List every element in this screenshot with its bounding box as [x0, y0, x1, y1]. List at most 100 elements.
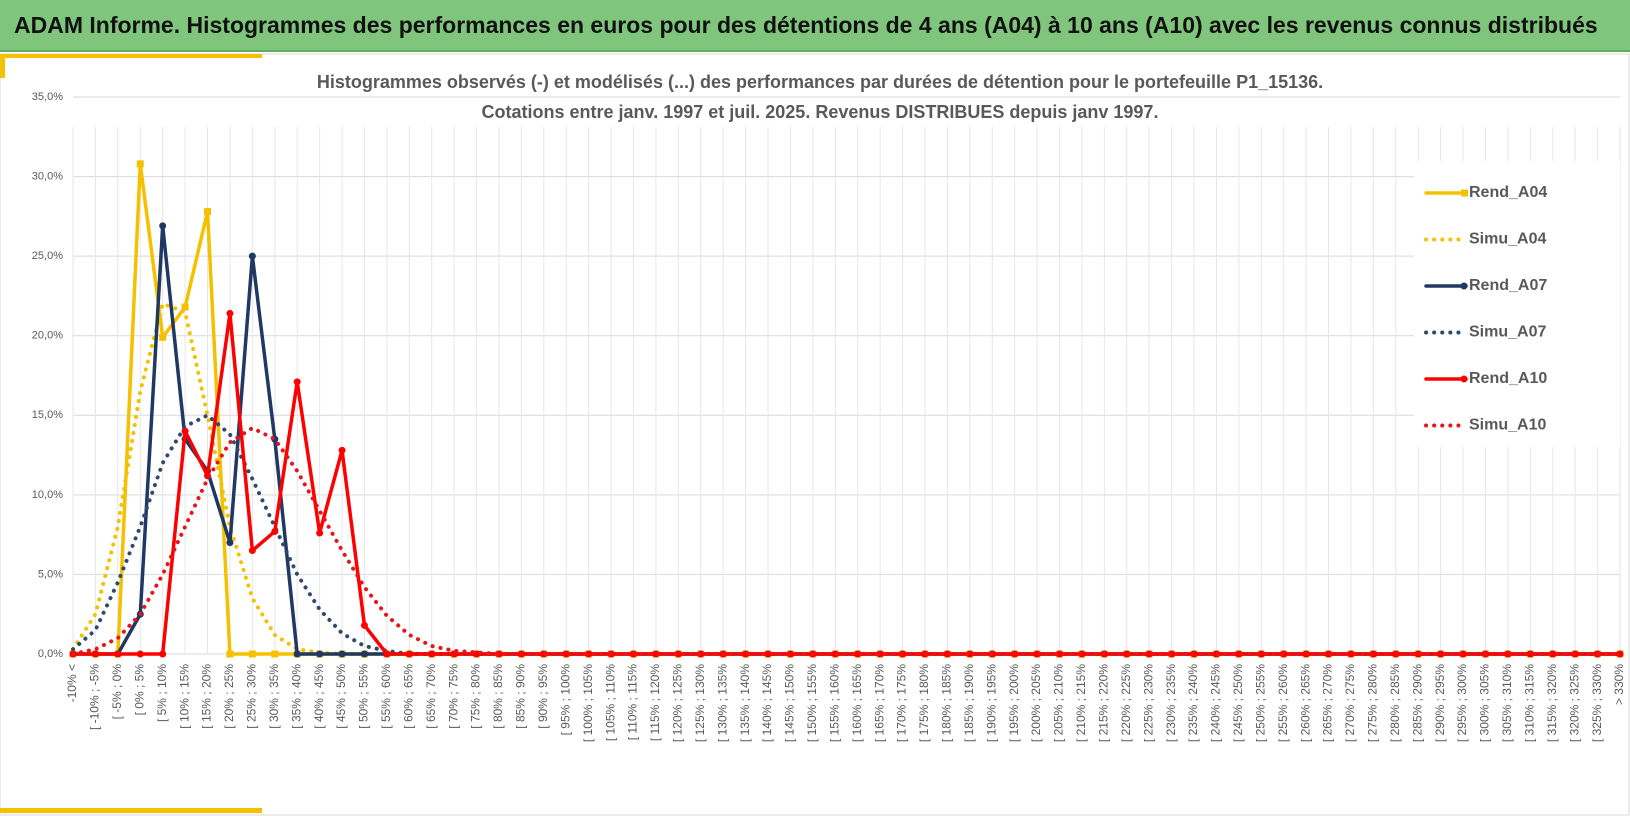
x-tick-label: [ 305% ; 310% — [1500, 664, 1514, 742]
marker — [966, 650, 974, 658]
x-tick-label: [ 315% ; 320% — [1545, 664, 1559, 742]
chart-title: Histogrammes observés (-) et modélisés (… — [317, 72, 1323, 92]
x-tick-label: [ 100% ; 105% — [581, 664, 595, 742]
marker — [159, 650, 167, 658]
marker — [181, 303, 189, 311]
x-tick-label: [ 75% ; 80% — [469, 664, 483, 729]
y-tick-label: 30,0% — [32, 170, 63, 182]
x-tick-label: [ 35% ; 40% — [289, 664, 303, 729]
x-tick-label: [ 55% ; 60% — [379, 664, 393, 729]
x-tick-label: [ 110% ; 115% — [626, 664, 640, 741]
marker — [764, 650, 772, 658]
x-tick-label: [ 240% ; 245% — [1209, 664, 1223, 742]
marker — [473, 650, 481, 658]
x-tick-label: [ 245% ; 250% — [1231, 664, 1245, 742]
x-tick-label: [ 15% ; 20% — [200, 664, 214, 729]
marker — [1526, 650, 1534, 658]
x-tick-label: [ 200% ; 205% — [1029, 664, 1043, 742]
marker — [204, 208, 212, 216]
corner-accent — [0, 808, 262, 813]
x-tick-label: [ 185% ; 190% — [962, 664, 976, 742]
x-tick-label: [ 90% ; 95% — [536, 664, 550, 729]
series-line — [71, 426, 1622, 656]
corner-accent — [0, 54, 5, 78]
x-tick-label: [ 45% ; 50% — [334, 664, 348, 729]
x-tick-label: [ 125% ; 130% — [693, 664, 707, 742]
marker — [1145, 650, 1153, 658]
legend-label: Rend_A04 — [1469, 184, 1547, 201]
x-tick-label: > 330% — [1612, 664, 1626, 705]
marker — [360, 650, 368, 658]
header-title: ADAM Informe. Histogrammes des performan… — [14, 12, 1598, 38]
legend-label: Rend_A07 — [1469, 277, 1547, 294]
marker — [226, 309, 234, 317]
x-tick-label: [ 300% ; 305% — [1478, 664, 1492, 742]
x-tick-label: [ 10% ; 15% — [177, 664, 191, 729]
x-tick-label: [ 230% ; 235% — [1164, 664, 1178, 742]
marker — [159, 333, 167, 341]
x-tick-label: [ 155% ; 160% — [827, 664, 841, 742]
marker — [1347, 650, 1355, 658]
legend-label: Rend_A10 — [1469, 370, 1547, 387]
x-tick-label: [ 145% ; 150% — [783, 664, 797, 742]
legend-label: Simu_A07 — [1469, 324, 1546, 341]
marker — [293, 378, 301, 386]
x-tick-label: [ 180% ; 185% — [940, 664, 954, 742]
x-tick-label: [ 50% ; 55% — [357, 664, 371, 729]
marker — [943, 650, 951, 658]
x-tick-label: [ 140% ; 145% — [760, 664, 774, 742]
y-tick-label: 25,0% — [32, 250, 63, 262]
x-tick-label: [ -5% ; 0% — [110, 664, 124, 720]
marker — [652, 650, 660, 658]
marker — [226, 650, 234, 658]
marker — [136, 650, 144, 658]
marker — [248, 547, 256, 555]
x-tick-label: [ 325% ; 330% — [1590, 664, 1604, 742]
marker — [248, 650, 256, 658]
marker — [383, 650, 391, 658]
x-tick-label: [ 150% ; 155% — [805, 664, 819, 742]
legend-marker — [1460, 375, 1468, 383]
x-tick-label: [ 165% ; 170% — [872, 664, 886, 742]
x-tick-label: [ 285% ; 290% — [1410, 664, 1424, 742]
x-tick-label: [ 0% ; 5% — [132, 664, 146, 716]
series-line — [71, 413, 1622, 656]
legend-marker — [1460, 282, 1468, 290]
legend-marker — [1461, 189, 1468, 197]
x-tick-label: [ 310% ; 315% — [1522, 664, 1536, 742]
x-tick-label: [ 250% ; 255% — [1253, 664, 1267, 742]
x-tick-label: [ 260% ; 265% — [1298, 664, 1312, 742]
x-tick-label: [ 65% ; 70% — [424, 664, 438, 729]
x-tick-label: [ 120% ; 125% — [671, 664, 685, 742]
marker — [360, 621, 368, 629]
x-tick-label: [ 220% ; 225% — [1119, 664, 1133, 742]
marker — [226, 539, 234, 547]
marker — [136, 160, 144, 168]
x-tick-label: [ 60% ; 65% — [401, 664, 415, 729]
marker — [585, 650, 593, 658]
x-tick-label: [ 255% ; 260% — [1276, 664, 1290, 742]
marker — [674, 650, 682, 658]
x-tick-label: [ 265% ; 270% — [1321, 664, 1335, 742]
marker — [1055, 650, 1063, 658]
marker — [181, 427, 189, 435]
marker — [338, 446, 346, 454]
marker — [405, 650, 413, 658]
x-tick-label: [ 190% ; 195% — [984, 664, 998, 742]
x-tick-label: [ 235% ; 240% — [1186, 664, 1200, 742]
x-tick-label: [ 95% ; 100% — [558, 664, 572, 736]
marker — [854, 650, 862, 658]
marker — [1549, 650, 1557, 658]
marker — [316, 529, 324, 537]
x-tick-label: [ 105% ; 110% — [603, 664, 617, 741]
marker — [248, 252, 256, 260]
chart-frame — [0, 53, 1630, 816]
x-tick-label: [ 295% ; 300% — [1455, 664, 1469, 742]
x-tick-label: [ 225% ; 230% — [1141, 664, 1155, 742]
legend-label: Simu_A10 — [1469, 417, 1546, 434]
y-tick-label: 20,0% — [32, 330, 63, 342]
series-line — [71, 301, 1622, 656]
chart-title: Cotations entre janv. 1997 et juil. 2025… — [482, 102, 1159, 122]
x-tick-label: [ 85% ; 90% — [514, 664, 528, 729]
